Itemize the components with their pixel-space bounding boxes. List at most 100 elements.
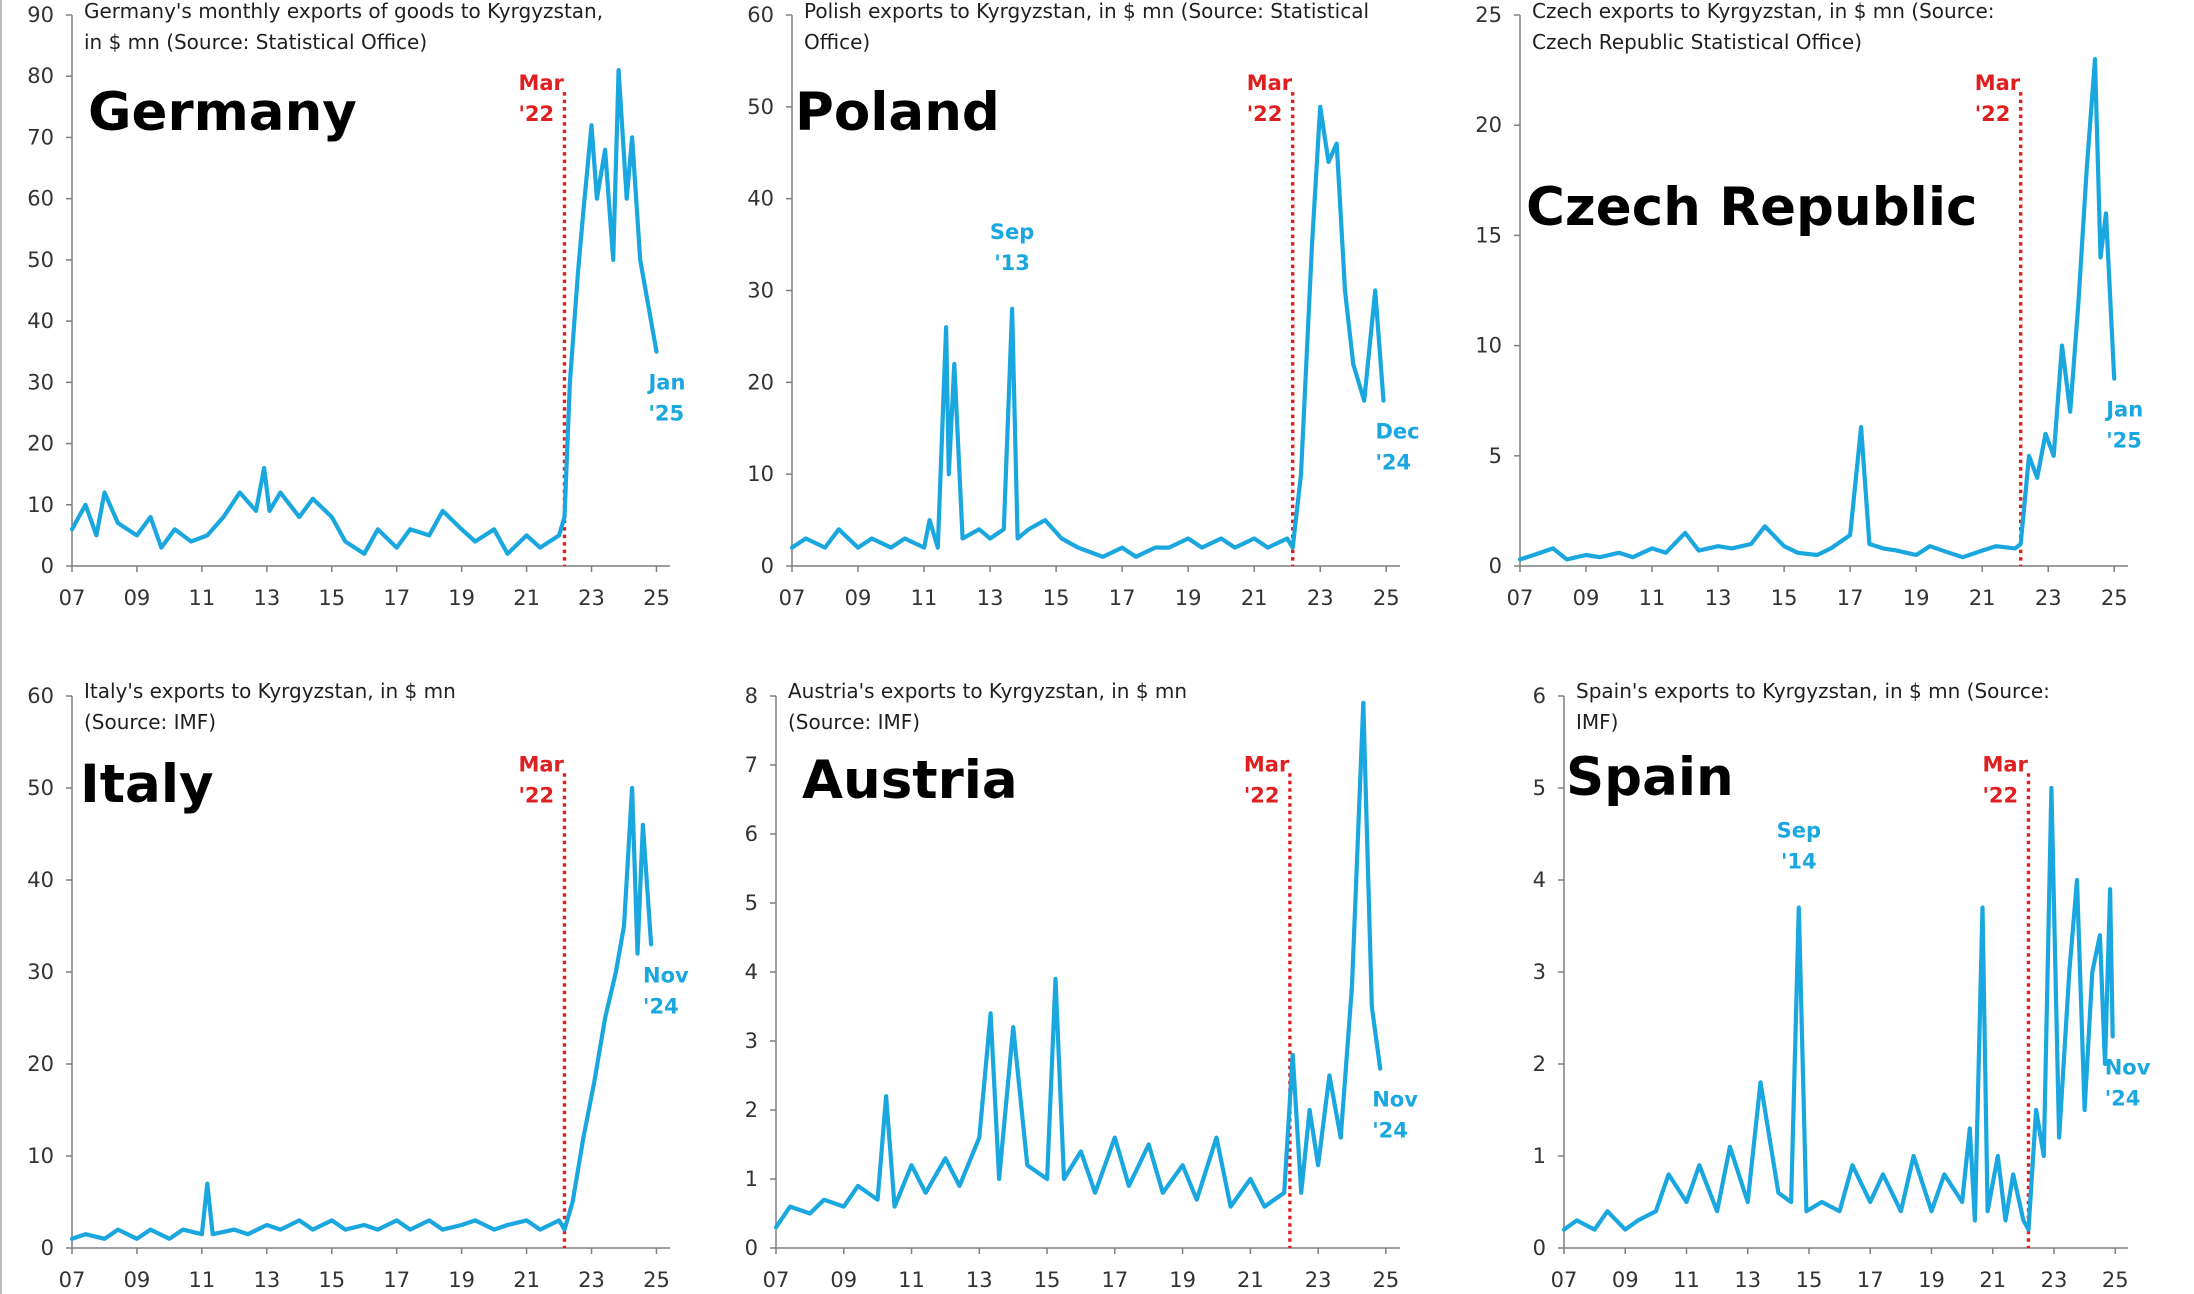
italy-x-tick-label: 25 <box>643 1268 670 1292</box>
austria-y-tick-label: 0 <box>745 1236 758 1260</box>
italy-y-tick-label: 20 <box>27 1052 54 1076</box>
poland-x-tick-label: 25 <box>1373 586 1400 610</box>
italy-chart-title-line: Italy's exports to Kyrgyzstan, in $ mn <box>84 679 456 703</box>
austria-y-tick-label: 7 <box>745 753 758 777</box>
spain-y-tick-label: 1 <box>1533 1144 1546 1168</box>
italy-x-tick-label: 13 <box>253 1268 280 1292</box>
germany-x-tick-label: 21 <box>513 586 540 610</box>
poland-marker-label: Mar <box>1247 71 1293 95</box>
poland-x-tick-label: 11 <box>911 586 938 610</box>
germany-y-tick-label: 70 <box>27 125 54 149</box>
czech-republic-y-tick-label: 5 <box>1489 444 1502 468</box>
czech-republic-y-tick-label: 25 <box>1475 3 1502 27</box>
poland-country-label: Poland <box>795 82 1000 143</box>
czech-republic-x-tick-label: 07 <box>1507 586 1534 610</box>
germany-y-tick-label: 50 <box>27 248 54 272</box>
germany-x-tick-label: 17 <box>383 586 410 610</box>
austria-x-tick-label: 23 <box>1305 1268 1332 1292</box>
austria-chart-title-line: (Source: IMF) <box>788 710 920 734</box>
czech-republic-y-tick-label: 20 <box>1475 113 1502 137</box>
austria-y-tick-label: 3 <box>745 1029 758 1053</box>
austria-end-label: Nov <box>1372 1088 1418 1112</box>
germany-end-label: Jan <box>646 371 685 395</box>
spain-end-label: Nov <box>2105 1055 2151 1079</box>
poland-chart-title-line: Office) <box>804 30 870 54</box>
germany-y-tick-label: 90 <box>27 3 54 27</box>
czech-republic-x-tick-label: 23 <box>2035 586 2062 610</box>
italy-chart-title-line: (Source: IMF) <box>84 710 216 734</box>
czech-republic-chart-title-line: Czech Republic Statistical Office) <box>1532 30 1862 54</box>
italy-x-tick-label: 15 <box>318 1268 345 1292</box>
germany-x-tick-label: 11 <box>189 586 216 610</box>
poland-x-tick-label: 07 <box>779 586 806 610</box>
italy-x-tick-label: 23 <box>578 1268 605 1292</box>
austria-chart-title-line: Austria's exports to Kyrgyzstan, in $ mn <box>788 679 1187 703</box>
spain-x-tick-label: 11 <box>1673 1268 1700 1292</box>
poland-y-tick-label: 40 <box>747 187 774 211</box>
germany-chart-title-line: in $ mn (Source: Statistical Office) <box>84 30 427 54</box>
italy-y-tick-label: 10 <box>27 1144 54 1168</box>
austria-marker-label: '22 <box>1244 783 1280 807</box>
germany-y-tick-label: 0 <box>41 554 54 578</box>
austria-y-tick-label: 1 <box>745 1167 758 1191</box>
poland-x-tick-label: 15 <box>1043 586 1070 610</box>
spain-x-tick-label: 21 <box>1979 1268 2006 1292</box>
poland-x-tick-label: 17 <box>1109 586 1136 610</box>
italy-series-line <box>69 785 654 1241</box>
austria-y-tick-label: 4 <box>745 960 758 984</box>
germany-y-tick-label: 60 <box>27 187 54 211</box>
italy-end-label: '24 <box>643 994 679 1018</box>
poland-y-tick-label: 10 <box>747 462 774 486</box>
czech-republic-chart-title-line: Czech exports to Kyrgyzstan, in $ mn (So… <box>1532 0 1995 23</box>
austria-marker-label: Mar <box>1244 752 1290 776</box>
poland-series-line <box>789 104 1386 559</box>
czech-republic-x-tick-label: 25 <box>2101 586 2128 610</box>
spain-marker-label: Mar <box>1982 752 2028 776</box>
italy-y-tick-label: 50 <box>27 776 54 800</box>
austria-x-tick-label: 09 <box>830 1268 857 1292</box>
czech-republic-y-tick-label: 0 <box>1489 554 1502 578</box>
spain-y-tick-label: 0 <box>1533 1236 1546 1260</box>
germany-x-tick-label: 15 <box>318 586 345 610</box>
germany-y-tick-label: 80 <box>27 64 54 88</box>
italy-chart: 0 10 20 30 40 50 60 07 09 11 13 15 17 19 21 23 25 Italy's… <box>27 679 689 1292</box>
italy-marker-label: Mar <box>518 752 564 776</box>
italy-x-tick-label: 09 <box>124 1268 151 1292</box>
spain-x-tick-label: 09 <box>1612 1268 1639 1292</box>
poland-y-tick-label: 20 <box>747 370 774 394</box>
austria-y-tick-label: 5 <box>745 891 758 915</box>
germany-y-tick-label: 40 <box>27 309 54 333</box>
spain-chart-title-line: IMF) <box>1576 710 1618 734</box>
poland-chart-title-line: Polish exports to Kyrgyzstan, in $ mn (S… <box>804 0 1369 23</box>
czech-republic-end-label: '25 <box>2106 429 2142 453</box>
italy-x-tick-label: 21 <box>513 1268 540 1292</box>
spain-x-tick-label: 07 <box>1551 1268 1578 1292</box>
spain-x-tick-label: 13 <box>1734 1268 1761 1292</box>
poland-end-label: '24 <box>1375 451 1411 475</box>
poland-chart: 0 10 20 30 40 50 60 07 09 11 13 15 17 19 21 23 25 Polish … <box>747 0 1419 610</box>
spain-x-tick-label: 17 <box>1857 1268 1884 1292</box>
czech-republic-series-line <box>1517 57 2117 562</box>
germany-chart-title-line: Germany's monthly exports of goods to Ky… <box>84 0 603 23</box>
poland-x-tick-label: 09 <box>845 586 872 610</box>
poland-y-tick-label: 50 <box>747 95 774 119</box>
germany-x-tick-label: 09 <box>124 586 151 610</box>
germany-end-label: '25 <box>648 402 684 426</box>
spain-x-tick-label: 23 <box>2041 1268 2068 1292</box>
austria-series-line <box>773 700 1383 1230</box>
poland-x-tick-label: 19 <box>1175 586 1202 610</box>
austria-x-tick-label: 07 <box>763 1268 790 1292</box>
italy-marker-label: '22 <box>518 783 554 807</box>
czech-republic-x-tick-label: 13 <box>1705 586 1732 610</box>
czech-republic-x-tick-label: 11 <box>1639 586 1666 610</box>
germany-x-tick-label: 19 <box>448 586 475 610</box>
italy-y-tick-label: 40 <box>27 868 54 892</box>
italy-x-tick-label: 19 <box>448 1268 475 1292</box>
austria-y-tick-label: 8 <box>745 684 758 708</box>
spain-end-label: '24 <box>2105 1086 2141 1110</box>
germany-marker-label: '22 <box>518 102 554 126</box>
austria-x-tick-label: 15 <box>1034 1268 1061 1292</box>
germany-country-label: Germany <box>88 82 357 143</box>
